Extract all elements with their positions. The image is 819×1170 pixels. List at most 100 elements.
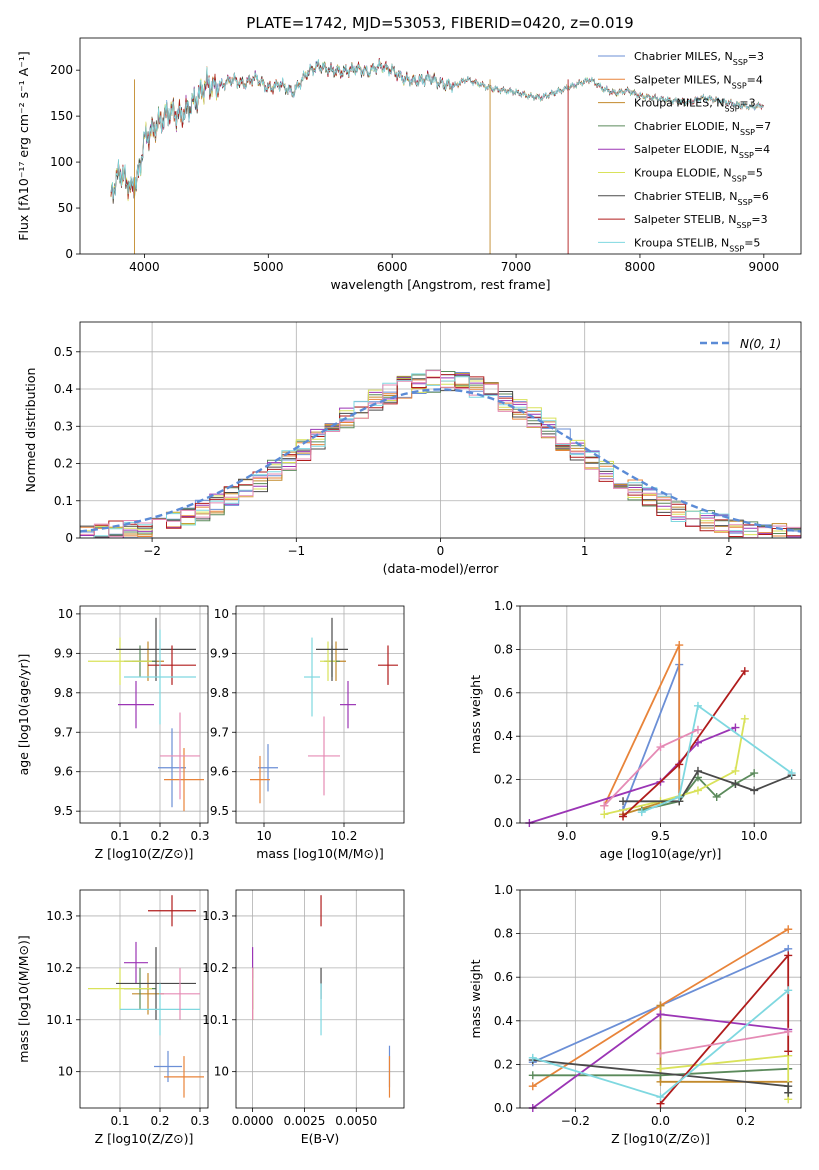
x-tick-label: 0.3: [190, 829, 209, 843]
y-axis-label: mass [log10(M/M⊙)]: [16, 935, 31, 1063]
legend-label: Salpeter ELODIE, NSSP=4: [634, 143, 770, 160]
y-tick-label: 9.8: [54, 686, 73, 700]
y-tick-label: 0.0: [494, 816, 513, 830]
weight-marker: [675, 792, 684, 801]
panel-weight-vs-Z: −0.2 0.0 0.2 0.0 0.2 0.4 0.6 0.8 1.0 Z [log10(Z/Z…: [468, 883, 802, 1146]
x-tick-label: 0.0: [651, 1114, 670, 1128]
y-tick-label: 10: [58, 1065, 73, 1079]
legend-label: Chabrier STELIB, NSSP=6: [634, 190, 769, 207]
y-tick-label: 10.3: [202, 909, 229, 923]
y-tick-label: 0.6: [494, 970, 513, 984]
x-tick-label: 8000: [625, 260, 656, 274]
x-tick-label: 0.0050: [335, 1114, 377, 1128]
weight-marker: [656, 1001, 665, 1010]
weight-marker: [784, 1027, 793, 1036]
y-tick-label: 0.5: [54, 345, 73, 359]
y-tick-label: 10.1: [202, 1013, 229, 1027]
panel-age-vs-mass: 10 10.2 9.5 9.6 9.7 9.8 9.9 10 mass [log10(M/M⊙)…: [210, 605, 405, 861]
x-tick-label: 0: [437, 544, 445, 558]
x-tick-label: 5000: [253, 260, 284, 274]
legend-label: Salpeter STELIB, NSSP=3: [634, 213, 768, 230]
x-tick-label: 0.1: [110, 1114, 129, 1128]
y-tick-label: 9.7: [210, 725, 229, 739]
spectrum-line: [110, 59, 764, 199]
y-tick-label: 10: [214, 1065, 229, 1079]
histogram-series: [80, 370, 801, 538]
weight-marker: [740, 714, 749, 723]
y-tick-label: 0.8: [494, 642, 513, 656]
weight-marker: [784, 951, 793, 960]
y-tick-label: 10.3: [46, 909, 73, 923]
x-tick-label: 9.5: [651, 829, 670, 843]
legend-label: N(0, 1): [740, 337, 781, 351]
y-axis-label: age [log10(age/yr)]: [16, 654, 31, 776]
weight-marker: [637, 808, 646, 817]
weight-marker: [731, 779, 740, 788]
weight-marker: [675, 641, 684, 650]
spectrum-lines: [110, 57, 764, 254]
y-tick-label: 10.2: [202, 961, 229, 975]
y-tick-label: 100: [50, 155, 73, 169]
weight-marker: [619, 797, 628, 806]
y-tick-label: 0.4: [54, 382, 73, 396]
x-tick-label: 10.0: [741, 829, 768, 843]
y-tick-label: 0.2: [494, 773, 513, 787]
x-axis-label: mass [log10(M/M⊙)]: [256, 846, 384, 861]
axes-frame: [519, 605, 802, 824]
axes-frame: [79, 605, 209, 824]
x-tick-label: 0.0025: [283, 1114, 325, 1128]
y-tick-label: 0.0: [494, 1101, 513, 1115]
weight-series: [622, 664, 681, 811]
y-tick-label: 9.6: [54, 765, 73, 779]
axes-frame: [79, 37, 802, 255]
weight-marker: [784, 1047, 793, 1056]
panel-weight-vs-age: 9.0 9.5 10.0 0.0 0.2 0.4 0.6 0.8 1.0 age [log10(a…: [468, 599, 802, 861]
y-tick-label: 10: [58, 607, 73, 621]
figure-title: PLATE=1742, MJD=53053, FIBERID=0420, z=0…: [246, 14, 633, 32]
y-tick-label: 10.2: [46, 961, 73, 975]
y-tick-label: 0.6: [494, 686, 513, 700]
weight-marker: [656, 743, 665, 752]
panel-age-vs-Z: 0.1 0.2 0.3 9.5 9.6 9.7 9.8 9.9 10 Z [log10(Z/Z⊙)…: [16, 605, 210, 861]
weight-marker: [656, 1049, 665, 1058]
legend: N(0, 1): [700, 337, 781, 351]
legend-label: Kroupa ELODIE, NSSP=5: [634, 167, 763, 184]
x-tick-label: 2: [725, 544, 733, 558]
x-tick-label: 0.3: [190, 1114, 209, 1128]
y-tick-label: 9.8: [210, 686, 229, 700]
weight-marker: [693, 701, 702, 710]
weight-series: [660, 1030, 789, 1055]
weight-marker: [740, 667, 749, 676]
legend-label: Chabrier ELODIE, NSSP=7: [634, 120, 771, 137]
y-tick-label: 9.9: [210, 646, 229, 660]
weight-marker: [784, 986, 793, 995]
histograms: [80, 369, 801, 538]
y-tick-label: 200: [50, 63, 73, 77]
x-tick-label: 1: [581, 544, 589, 558]
x-axis-label: Z [log10(Z/Z⊙)]: [611, 1131, 710, 1146]
weight-marker: [528, 1082, 537, 1091]
y-tick-label: 0: [65, 247, 73, 261]
weight-marker: [656, 1064, 665, 1073]
x-axis-label: Z [log10(Z/Z⊙)]: [95, 1131, 194, 1146]
weight-marker: [693, 725, 702, 734]
weight-marker: [712, 792, 721, 801]
weight-marker: [600, 801, 609, 810]
panel-mass-vs-EBV: 0.0000 0.0025 0.0050 10 10.1 10.2 10.3 E(B-V): [202, 889, 405, 1146]
y-tick-label: 9.6: [210, 765, 229, 779]
y-axis-label: Flux [fλ10⁻¹⁷ erg cm⁻² s⁻¹ A⁻¹]: [16, 51, 31, 240]
weight-marker: [787, 769, 796, 778]
x-tick-label: 9.0: [557, 829, 576, 843]
x-tick-label: 0.2: [150, 1114, 169, 1128]
y-tick-label: 9.9: [54, 646, 73, 660]
legend-label: Kroupa STELIB, NSSP=5: [634, 236, 760, 253]
histogram-series: [80, 373, 801, 538]
x-tick-label: −2: [143, 544, 161, 558]
x-axis-label: age [log10(age/yr)]: [600, 846, 722, 861]
x-tick-label: 7000: [501, 260, 532, 274]
panel-residuals: −2 −1 0 1 2 0 0.1 0.2 0.3 0.4 0.5 (data-model)/erro…: [23, 321, 802, 576]
legend: Chabrier MILES, NSSP=3 Salpeter MILES, NS…: [598, 50, 771, 253]
x-axis-label: wavelength [Angstrom, rest frame]: [330, 277, 550, 292]
axes-frame: [79, 889, 209, 1109]
